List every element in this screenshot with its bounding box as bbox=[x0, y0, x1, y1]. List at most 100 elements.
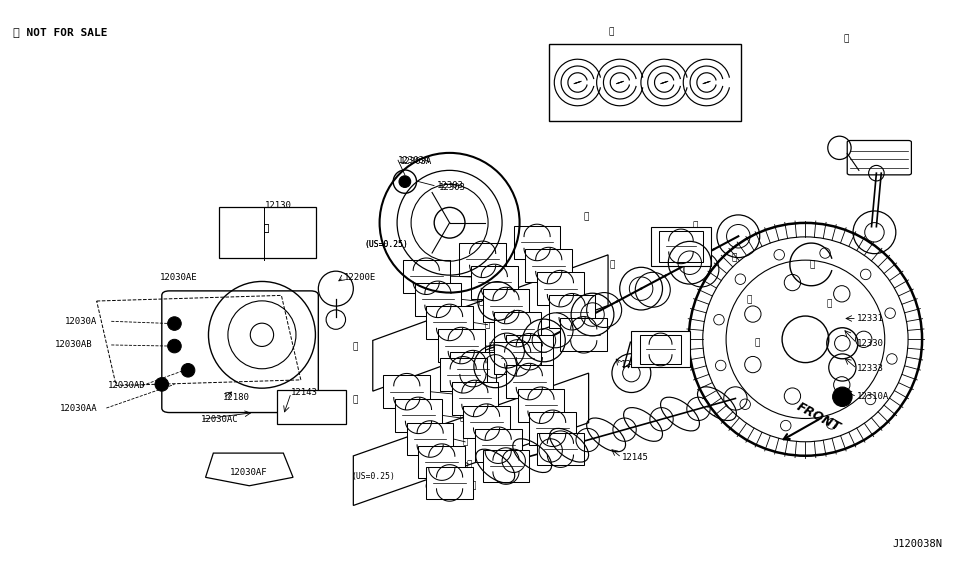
Text: 12030AB: 12030AB bbox=[55, 341, 93, 349]
Ellipse shape bbox=[155, 378, 169, 391]
Text: 12303A: 12303A bbox=[398, 156, 430, 165]
FancyBboxPatch shape bbox=[418, 446, 465, 478]
Text: ※: ※ bbox=[809, 260, 815, 269]
FancyBboxPatch shape bbox=[561, 319, 607, 351]
Text: 13021: 13021 bbox=[533, 258, 560, 267]
Text: 12145: 12145 bbox=[622, 453, 648, 462]
Text: 12180: 12180 bbox=[223, 393, 250, 402]
FancyBboxPatch shape bbox=[426, 306, 473, 339]
Text: ※: ※ bbox=[754, 339, 760, 348]
Text: ※: ※ bbox=[353, 395, 358, 404]
FancyBboxPatch shape bbox=[529, 412, 576, 445]
Text: 12030A: 12030A bbox=[64, 317, 97, 326]
Text: (∗5Jr): (∗5Jr) bbox=[408, 273, 436, 282]
Ellipse shape bbox=[168, 339, 181, 353]
Text: FRONT: FRONT bbox=[795, 400, 843, 434]
Text: 12330: 12330 bbox=[857, 339, 883, 348]
Text: ※ NOT FOR SALE: ※ NOT FOR SALE bbox=[13, 27, 107, 37]
FancyBboxPatch shape bbox=[494, 312, 541, 345]
Text: 12130: 12130 bbox=[265, 201, 292, 210]
Polygon shape bbox=[372, 255, 608, 391]
Text: ※: ※ bbox=[500, 246, 506, 255]
Text: ※: ※ bbox=[480, 273, 486, 282]
Polygon shape bbox=[206, 453, 293, 486]
Text: 12310A: 12310A bbox=[857, 392, 889, 401]
Text: 12030AC: 12030AC bbox=[201, 415, 238, 424]
FancyBboxPatch shape bbox=[463, 406, 510, 439]
Text: ※: ※ bbox=[609, 260, 614, 269]
Ellipse shape bbox=[833, 387, 852, 406]
Text: 12331: 12331 bbox=[857, 314, 883, 323]
FancyBboxPatch shape bbox=[483, 289, 529, 322]
FancyBboxPatch shape bbox=[526, 249, 572, 282]
FancyBboxPatch shape bbox=[451, 382, 498, 415]
Text: (∗4Jr): (∗4Jr) bbox=[419, 297, 448, 306]
FancyBboxPatch shape bbox=[395, 399, 442, 432]
FancyBboxPatch shape bbox=[518, 389, 565, 422]
Text: ※: ※ bbox=[263, 225, 268, 233]
Ellipse shape bbox=[168, 317, 181, 331]
Text: (∗3Jr): (∗3Jr) bbox=[433, 319, 461, 328]
FancyBboxPatch shape bbox=[641, 335, 681, 364]
FancyBboxPatch shape bbox=[494, 341, 541, 374]
FancyBboxPatch shape bbox=[414, 283, 461, 316]
FancyBboxPatch shape bbox=[459, 243, 506, 276]
FancyBboxPatch shape bbox=[847, 140, 912, 175]
Text: 12030AD: 12030AD bbox=[108, 381, 146, 390]
Text: ※: ※ bbox=[746, 295, 752, 305]
Text: (∗2Jr): (∗2Jr) bbox=[443, 342, 471, 351]
FancyBboxPatch shape bbox=[514, 226, 561, 259]
FancyBboxPatch shape bbox=[537, 272, 584, 305]
Text: 12108: 12108 bbox=[621, 360, 647, 369]
FancyBboxPatch shape bbox=[403, 260, 449, 293]
FancyBboxPatch shape bbox=[407, 423, 453, 455]
FancyBboxPatch shape bbox=[449, 352, 496, 385]
Text: (US=0.25): (US=0.25) bbox=[351, 471, 395, 481]
Text: ※: ※ bbox=[466, 460, 472, 469]
Text: 12303: 12303 bbox=[437, 181, 464, 190]
Text: 12030AF: 12030AF bbox=[230, 468, 267, 477]
FancyBboxPatch shape bbox=[426, 466, 473, 499]
FancyBboxPatch shape bbox=[219, 207, 317, 258]
Text: (∗2Jr): (∗2Jr) bbox=[416, 461, 445, 470]
Text: (∗4Jr): (∗4Jr) bbox=[395, 415, 423, 424]
Ellipse shape bbox=[181, 363, 195, 377]
Text: ※: ※ bbox=[353, 342, 358, 351]
FancyBboxPatch shape bbox=[659, 231, 703, 262]
Text: (∗1Jr): (∗1Jr) bbox=[423, 482, 451, 491]
FancyBboxPatch shape bbox=[506, 336, 553, 368]
Text: J120038N: J120038N bbox=[892, 539, 943, 549]
Ellipse shape bbox=[399, 176, 410, 187]
Text: ※: ※ bbox=[470, 481, 476, 490]
FancyBboxPatch shape bbox=[537, 433, 584, 465]
Text: (US=0.25): (US=0.25) bbox=[364, 240, 408, 249]
FancyBboxPatch shape bbox=[483, 450, 529, 482]
Text: 12303A: 12303A bbox=[400, 157, 432, 166]
Text: ※: ※ bbox=[488, 342, 494, 351]
FancyBboxPatch shape bbox=[651, 226, 711, 266]
Text: ※: ※ bbox=[826, 299, 832, 308]
Text: ※: ※ bbox=[462, 438, 468, 447]
Text: 12030AA: 12030AA bbox=[59, 404, 98, 413]
FancyBboxPatch shape bbox=[438, 329, 485, 362]
Text: ※: ※ bbox=[608, 27, 613, 36]
Text: 12333: 12333 bbox=[857, 364, 883, 373]
FancyBboxPatch shape bbox=[162, 291, 318, 413]
Text: (∗3Jr): (∗3Jr) bbox=[406, 439, 434, 448]
Text: ※: ※ bbox=[693, 222, 698, 230]
Polygon shape bbox=[353, 373, 589, 505]
Text: ※: ※ bbox=[479, 297, 485, 306]
FancyBboxPatch shape bbox=[440, 358, 487, 391]
Text: ※: ※ bbox=[485, 320, 490, 329]
Text: ※: ※ bbox=[583, 213, 588, 222]
Text: 12030AE: 12030AE bbox=[160, 273, 198, 282]
Text: ※: ※ bbox=[455, 390, 461, 399]
Text: (∗1Jr): (∗1Jr) bbox=[450, 365, 479, 374]
FancyBboxPatch shape bbox=[277, 390, 345, 424]
FancyBboxPatch shape bbox=[549, 295, 596, 328]
FancyBboxPatch shape bbox=[383, 375, 430, 408]
Text: ※: ※ bbox=[459, 414, 465, 423]
Text: 12143: 12143 bbox=[292, 388, 318, 397]
FancyBboxPatch shape bbox=[549, 44, 741, 121]
FancyBboxPatch shape bbox=[471, 266, 518, 299]
